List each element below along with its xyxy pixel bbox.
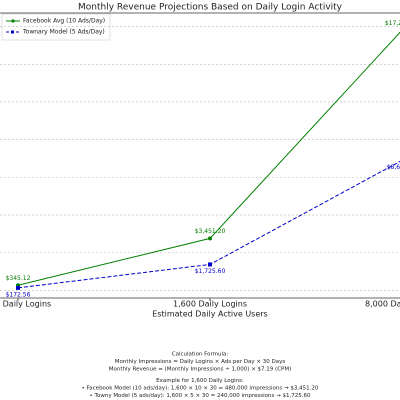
legend-marker <box>11 30 14 34</box>
annotation: • Towny Model (5 ads/day): 1,600 × 5 × 3… <box>90 393 311 399</box>
marker <box>208 236 212 241</box>
data-label: $8,628.00 <box>387 164 400 171</box>
annotation: Monthly Revenue = (Monthly Impressions ÷… <box>109 367 292 373</box>
x-tick-label: 1,600 Daily Logins <box>173 300 247 309</box>
legend-box <box>1 13 111 41</box>
x-axis-label: Estimated Daily Active Users <box>152 310 267 319</box>
annotation: Monthly Impressions = Daily Logins × Ads… <box>115 359 286 365</box>
data-label: $3,451.20 <box>195 228 226 235</box>
series-line <box>17 31 400 286</box>
chart-title: Monthly Revenue Projections Based on Dai… <box>78 3 343 13</box>
data-label: $17,256.00 <box>385 20 400 27</box>
marker <box>16 285 20 290</box>
legend-marker <box>11 19 15 23</box>
legend-label: Townary Model (5 Ads/Day) <box>22 29 105 36</box>
data-label: $1,725.60 <box>195 268 226 275</box>
annotation: Example for 1,600 Daily Logins: <box>156 378 244 384</box>
data-label: $345.12 <box>6 275 31 282</box>
data-label: $172.56 <box>6 291 31 298</box>
legend-label: Facebook Avg (10 Ads/Day) <box>23 18 105 25</box>
marker <box>208 262 212 267</box>
x-tick-label: 8,000 Daily Logins <box>365 300 400 309</box>
x-tick-label: 160 Daily Logins <box>0 300 51 309</box>
annotation: • Facebook Model (10 ads/day): 1,600 × 1… <box>82 386 319 392</box>
annotation: Calculation Formula: <box>172 352 229 358</box>
